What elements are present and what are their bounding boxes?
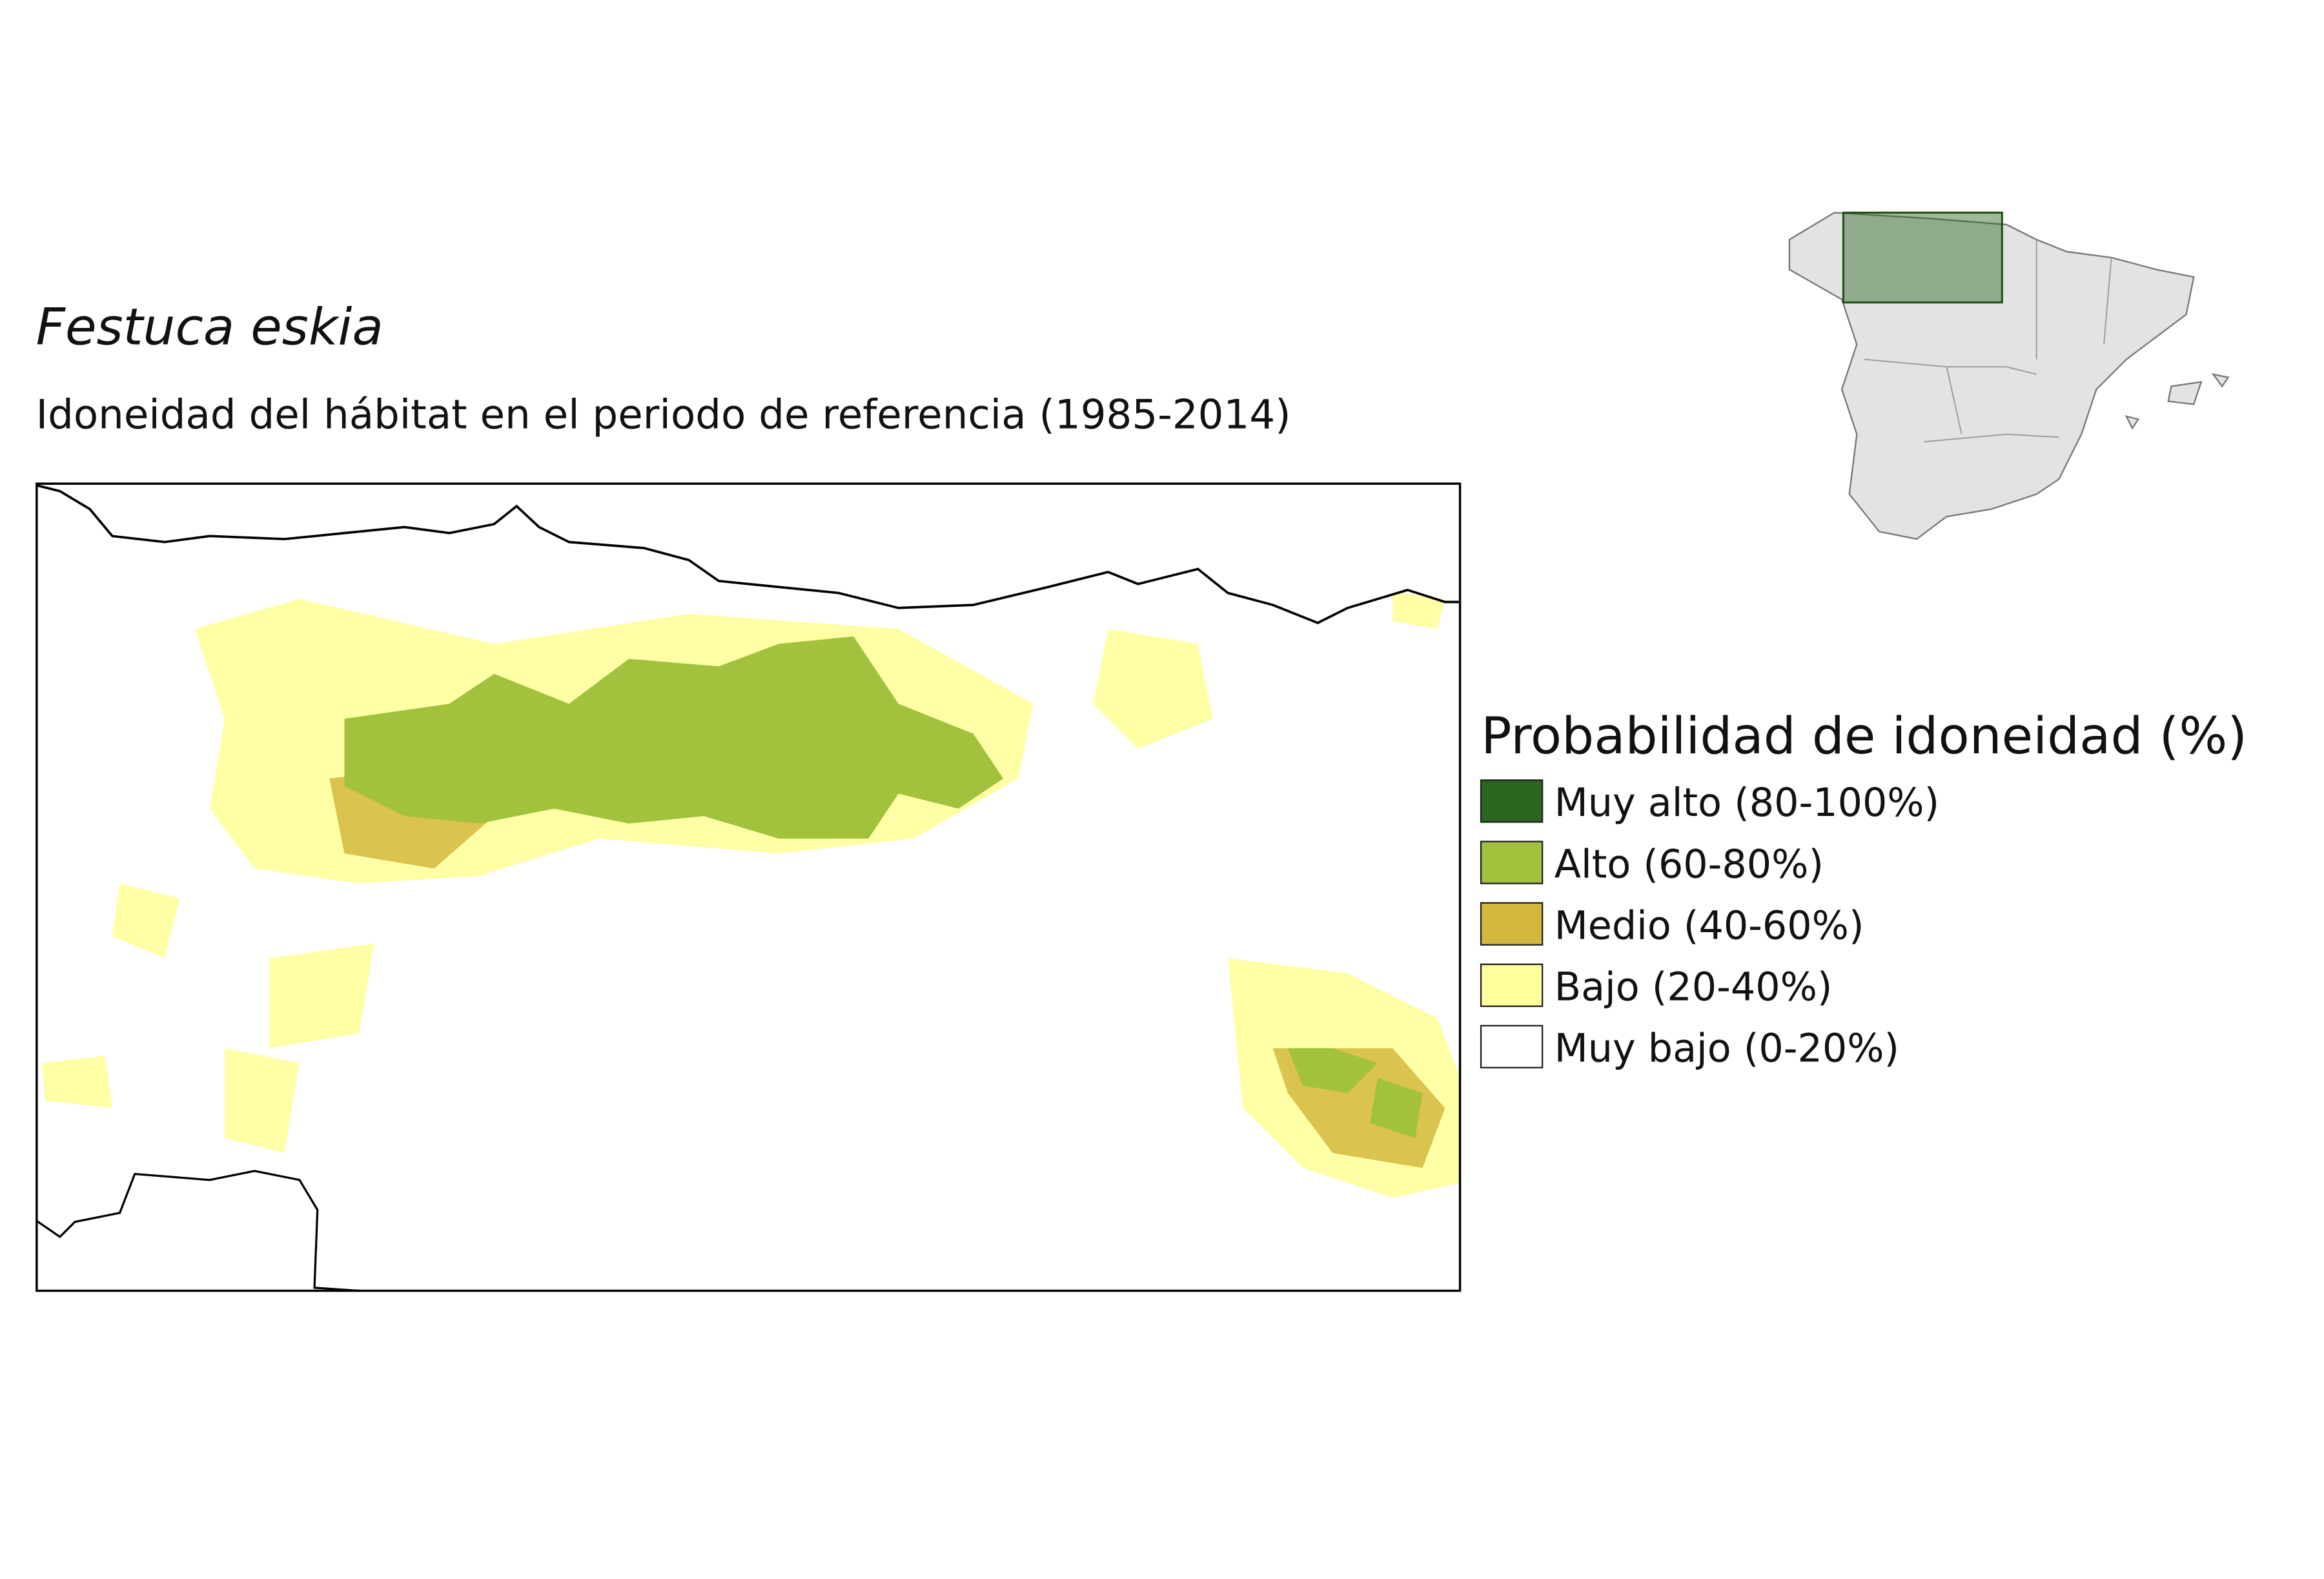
species-title: Festuca eskia (36, 298, 383, 357)
inset-map (1788, 211, 2230, 540)
legend-label: Muy bajo (0-20%) (1554, 1026, 1899, 1072)
legend-label: Bajo (20-40%) (1554, 964, 1833, 1010)
legend-label: Muy alto (80-100%) (1554, 780, 1939, 826)
legend-swatch (1480, 1024, 1544, 1069)
legend-label: Alto (60-80%) (1554, 842, 1824, 887)
main-map (35, 482, 1462, 1292)
subtitle: Idoneidad del hábitat en el periodo de r… (36, 391, 1291, 438)
legend: Muy alto (80-100%) Alto (60-80%) Medio (40… (1480, 779, 1939, 1072)
legend-swatch (1480, 779, 1544, 823)
legend-swatch (1480, 963, 1544, 1007)
legend-swatch (1480, 840, 1544, 884)
legend-title: Probabilidad de idoneidad (%) (1481, 706, 2247, 766)
legend-label: Medio (40-60%) (1554, 903, 1864, 948)
legend-swatch (1480, 902, 1544, 946)
